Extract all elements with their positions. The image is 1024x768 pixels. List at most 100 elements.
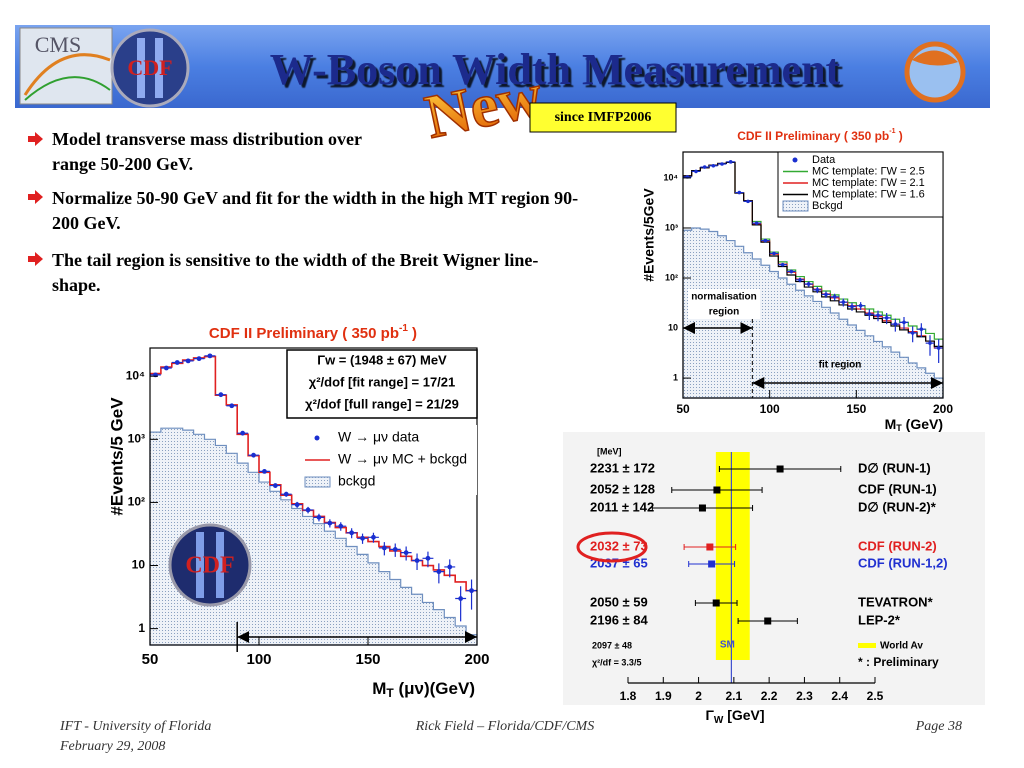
data-point	[754, 221, 759, 225]
footer-center: Rick Field – Florida/CDF/CMS	[415, 719, 594, 734]
x-label-rest: [GeV]	[723, 707, 764, 723]
measurement-point	[712, 599, 720, 607]
data-point	[283, 491, 289, 497]
y-tick-label: 10²	[128, 495, 145, 509]
info-line: χ²/dof [fit range] = 17/21	[309, 374, 456, 389]
x-axis-label: MT (GeV)	[885, 416, 943, 434]
bullet-icon	[28, 132, 43, 146]
data-point	[789, 269, 794, 274]
data-point	[294, 502, 300, 508]
data-point	[349, 530, 355, 536]
x-tick-label: 200	[933, 402, 953, 416]
data-point	[902, 320, 906, 325]
data-point	[229, 403, 235, 409]
plot-title-sup: -1	[889, 128, 895, 135]
measurement-label: 2011 ± 142	[590, 499, 654, 514]
measurement-label: 2037 ± 65	[590, 555, 648, 570]
x-axis-label: MT (μν)(GeV)	[372, 679, 475, 700]
average-legend-label: World Av	[880, 641, 923, 652]
data-point	[798, 278, 802, 282]
data-point	[772, 251, 776, 256]
data-point	[928, 341, 932, 345]
footer-right: Page 38	[915, 719, 962, 734]
x-tick-label: 150	[355, 651, 380, 668]
data-point	[936, 346, 941, 350]
wa-header: [MeV]	[597, 446, 622, 456]
data-point	[163, 365, 169, 371]
y-tick-label: 10⁴	[126, 368, 145, 382]
legend-label: W → μν MC + bckgd	[338, 451, 467, 467]
x-axis-label: ΓW [GeV]	[705, 707, 764, 726]
legend-marker	[314, 435, 320, 441]
emblem-text: CDF	[185, 553, 234, 579]
bullet-icon	[28, 252, 43, 266]
legend-label: Data	[812, 154, 836, 166]
measurement-label: 2196 ± 84	[590, 612, 649, 627]
x-tick-label: 200	[464, 651, 489, 668]
plot-title-end: )	[895, 129, 902, 143]
emblem-bar	[196, 532, 204, 598]
new-badge: New	[419, 61, 548, 152]
measurement-point	[706, 543, 714, 551]
y-tick-label: 1	[673, 372, 678, 382]
y-tick-label: 10	[668, 322, 678, 332]
bullet: Normalize 50-90 GeV and fit for the widt…	[52, 188, 579, 233]
measurement-name: CDF (RUN-2)	[858, 538, 937, 553]
data-point	[403, 550, 409, 556]
right-logo	[904, 41, 966, 103]
mc-histogram	[150, 355, 477, 592]
average-label: 2097 ± 48	[592, 640, 632, 650]
legend-label: bckgd	[338, 473, 375, 489]
measurement-label: 2032 ± 73	[590, 538, 648, 553]
y-axis-label: #Events/5 GeV	[107, 397, 126, 516]
measurement-name: TEVATRON*	[858, 594, 934, 609]
data-point	[694, 169, 698, 174]
data-point	[720, 162, 724, 166]
data-point	[360, 535, 365, 541]
x-tick-label: 1.8	[620, 689, 637, 703]
y-tick-label: 10³	[665, 222, 678, 232]
label-bg	[688, 289, 760, 319]
chi2-label: χ²/df = 3.3/5	[592, 657, 641, 667]
since-text: since IMFP2006	[555, 110, 652, 125]
info-line: χ²/dof [full range] = 21/29	[305, 396, 459, 411]
x-label-rest: (GeV)	[902, 416, 943, 432]
data-point	[262, 469, 267, 474]
measurement-label: 2052 ± 128	[590, 481, 655, 496]
highlight-ring	[576, 531, 648, 563]
legend-marker	[782, 200, 809, 212]
x-tick-label: 2.3	[796, 689, 813, 703]
emblem-bar	[216, 532, 224, 598]
measurement-label: 2231 ± 172	[590, 460, 655, 475]
legend-label: Bckgd	[812, 200, 843, 212]
x-tick-label: 2.2	[761, 689, 778, 703]
data-point	[858, 303, 863, 308]
x-label-main: M	[372, 679, 386, 698]
wa-background	[563, 432, 985, 705]
x-tick-label: 50	[142, 651, 159, 668]
data-point	[414, 558, 420, 563]
y-tick-label: 10	[132, 558, 146, 572]
legend-marker	[792, 157, 798, 163]
info-line: Γw = (1948 ± 67) MeV	[317, 352, 447, 367]
data-point	[841, 300, 846, 304]
x-label-main: Γ	[705, 707, 714, 723]
data-point	[196, 356, 202, 362]
x-label-main: M	[885, 416, 897, 432]
info-box	[286, 349, 478, 419]
y-tick-label: 10²	[665, 272, 678, 282]
since-box	[529, 102, 677, 133]
measurement-name: CDF (RUN-1,2)	[858, 555, 948, 570]
measurement-label: 2050 ± 59	[590, 594, 648, 609]
data-point	[272, 483, 278, 488]
sm-label: SM	[720, 640, 735, 651]
data-point	[711, 163, 716, 168]
y-tick-label: 10⁴	[664, 172, 678, 182]
bullet-icon	[28, 190, 43, 204]
data-point	[381, 545, 387, 551]
region-label: region	[709, 307, 740, 318]
x-label-sub: T	[386, 686, 394, 700]
data-point	[371, 534, 376, 540]
measurement-point	[764, 617, 772, 625]
